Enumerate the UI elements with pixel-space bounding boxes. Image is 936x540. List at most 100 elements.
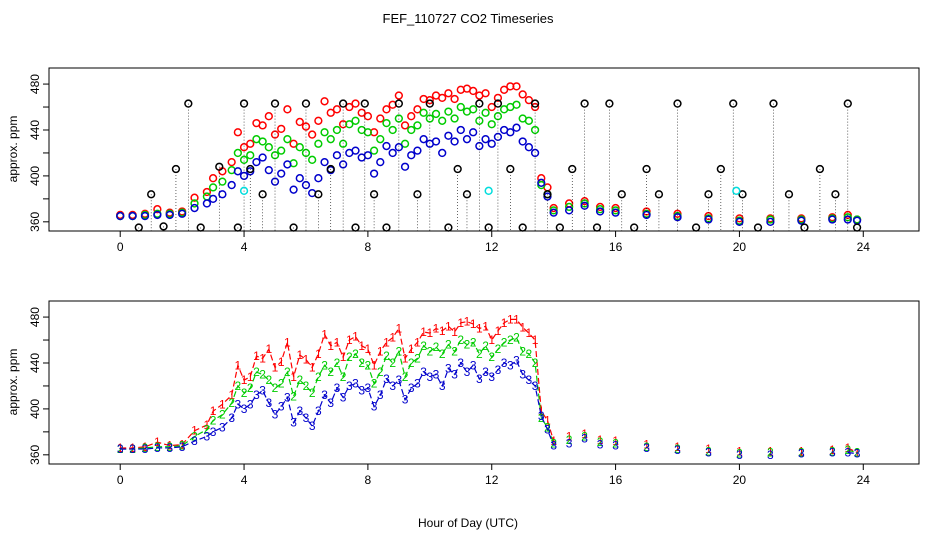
data-label-series-3: 3 — [296, 404, 303, 418]
data-point-blue — [369, 169, 379, 178]
data-point-green — [382, 118, 391, 128]
data-label-series-3: 3 — [507, 358, 514, 372]
data-point-green — [308, 155, 317, 164]
data-label-series-1: 1 — [383, 335, 390, 349]
data-label-series-1: 1 — [408, 342, 415, 356]
data-point-green — [512, 100, 521, 109]
series-line-3 — [120, 359, 858, 455]
data-label-series-1: 1 — [433, 322, 440, 336]
data-point-red — [481, 89, 490, 98]
data-label-series-2: 2 — [396, 345, 403, 359]
data-point-blue — [518, 137, 527, 146]
data-point-black — [453, 164, 462, 174]
data-label-series-3: 3 — [457, 356, 464, 370]
data-label-series-1: 1 — [566, 429, 573, 443]
data-label-series-2: 2 — [346, 350, 353, 364]
data-point-green — [564, 202, 574, 212]
data-point-green — [487, 120, 496, 129]
data-label-series-3: 3 — [371, 400, 378, 414]
data-label-series-2: 2 — [259, 367, 266, 381]
data-point-green — [376, 135, 385, 144]
data-point-black — [413, 190, 422, 199]
data-point-red — [518, 90, 527, 99]
data-point-green — [388, 125, 397, 135]
data-point-blue — [828, 215, 837, 224]
data-label-series-3: 3 — [674, 443, 681, 457]
data-label-series-3: 3 — [476, 372, 483, 386]
data-label-series-2: 2 — [482, 339, 489, 353]
data-label-series-3: 3 — [191, 434, 198, 448]
data-point-black — [784, 190, 794, 199]
data-label-series-2: 2 — [408, 356, 415, 370]
data-point-blue — [438, 148, 447, 158]
data-point-green — [239, 155, 249, 164]
data-label-series-1: 1 — [470, 317, 477, 331]
data-point-blue — [202, 199, 212, 208]
data-point-black — [289, 223, 298, 232]
data-label-series-1: 1 — [532, 333, 539, 347]
data-point-red — [233, 128, 243, 137]
data-label-series-2: 2 — [532, 356, 539, 370]
data-label-series-2: 2 — [228, 396, 235, 410]
y-tick-label: 360 — [28, 444, 42, 464]
data-point-blue — [116, 211, 125, 221]
data-label-series-2: 2 — [526, 347, 533, 361]
data-label-series-2: 2 — [566, 433, 573, 447]
data-label-series-1: 1 — [829, 443, 836, 457]
data-point-black — [654, 190, 664, 199]
data-label-series-3: 3 — [253, 388, 260, 402]
data-label-series-1: 1 — [346, 333, 353, 347]
data-point-blue — [283, 160, 292, 169]
data-point-blue — [735, 217, 744, 226]
data-label-series-3: 3 — [526, 373, 533, 387]
data-point-blue — [382, 141, 391, 151]
data-point-blue — [376, 157, 385, 167]
data-point-red — [289, 139, 298, 148]
data-point-blue — [252, 157, 261, 167]
data-label-series-3: 3 — [439, 379, 446, 393]
x-tick-label: 16 — [609, 473, 623, 487]
data-point-blue — [165, 210, 174, 220]
data-label-series-1: 1 — [272, 361, 279, 375]
data-point-blue — [537, 178, 546, 187]
data-point-red — [332, 105, 342, 114]
data-point-red — [469, 86, 478, 96]
data-point-black — [815, 164, 825, 174]
data-label-series-1: 1 — [204, 418, 211, 432]
data-point-blue — [295, 174, 304, 183]
data-label-series-1: 1 — [507, 312, 514, 326]
data-label-series-1: 1 — [315, 347, 322, 361]
data-label-series-1: 1 — [767, 444, 774, 458]
data-label-series-3: 3 — [389, 379, 396, 393]
data-label-series-3: 3 — [550, 439, 557, 453]
data-point-black — [270, 99, 280, 108]
data-point-green — [314, 139, 323, 148]
data-point-black — [444, 223, 453, 232]
x-tick-label: 0 — [117, 240, 124, 254]
data-label-series-1: 1 — [451, 325, 458, 339]
data-label-series-3: 3 — [495, 363, 502, 377]
data-point-black — [843, 99, 852, 108]
data-label-series-1: 1 — [253, 349, 260, 363]
series-line-2 — [120, 336, 858, 454]
data-point-green — [456, 102, 465, 112]
data-label-series-2: 2 — [272, 381, 279, 395]
data-label-series-2: 2 — [476, 347, 483, 361]
data-label-series-3: 3 — [247, 397, 254, 411]
data-label-series-1: 1 — [365, 342, 372, 356]
data-label-series-2: 2 — [284, 365, 291, 379]
data-label-series-1: 1 — [643, 437, 650, 451]
data-point-green — [407, 125, 416, 135]
data-label-series-3: 3 — [228, 411, 235, 425]
data-point-black — [215, 162, 224, 171]
data-label-series-2: 2 — [290, 389, 297, 403]
data-label-series-2: 2 — [854, 446, 861, 460]
data-point-black — [382, 223, 391, 232]
data-label-series-2: 2 — [241, 386, 248, 400]
data-label-series-1: 1 — [154, 435, 161, 449]
data-label-series-3: 3 — [844, 446, 851, 460]
data-point-red — [499, 85, 509, 94]
data-label-series-1: 1 — [179, 437, 186, 451]
x-tick-label: 12 — [485, 473, 499, 487]
